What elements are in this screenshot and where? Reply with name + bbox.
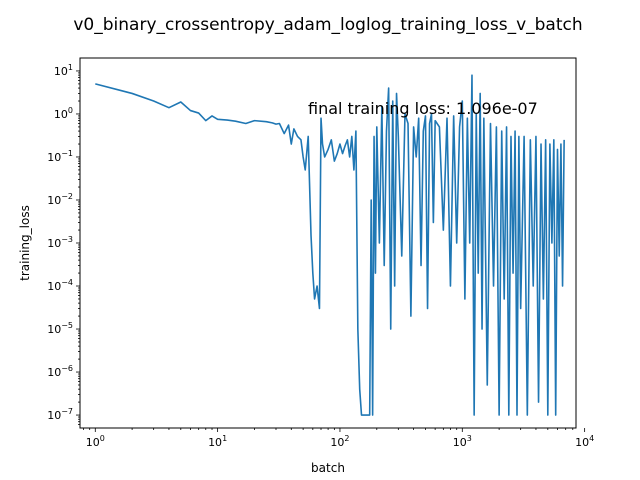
x-axis-label: batch	[311, 461, 345, 475]
training-loss-line-0	[95, 74, 565, 416]
y-tick-label: 10−4	[47, 278, 73, 293]
final-loss-annotation: final training loss: 1.096e-07	[308, 99, 538, 118]
y-tick-label: 100	[54, 106, 73, 121]
x-tick-label: 101	[208, 434, 227, 449]
y-tick-label: 10−5	[47, 321, 73, 336]
chart-title: v0_binary_crossentropy_adam_loglog_train…	[73, 15, 582, 35]
y-tick-label: 101	[54, 63, 73, 78]
y-tick-label: 10−3	[47, 235, 73, 250]
x-tick-label: 102	[330, 434, 349, 449]
y-axis: 10−7 10−6 10−5 10−4 10−3 10−2 10−1 100 101	[47, 63, 80, 425]
y-tick-label: 10−7	[47, 407, 73, 422]
x-tick-label: 103	[453, 434, 472, 449]
y-axis-label: training_loss	[18, 205, 32, 281]
y-tick-label: 10−6	[47, 364, 73, 379]
y-tick-label: 10−2	[47, 192, 73, 207]
x-axis: 100 101 102 103 104	[83, 428, 594, 449]
y-tick-label: 10−1	[47, 149, 73, 164]
plot-area: final training loss: 1.096e-07	[79, 57, 577, 429]
x-tick-label: 104	[575, 434, 594, 449]
x-tick-label: 100	[86, 434, 105, 449]
